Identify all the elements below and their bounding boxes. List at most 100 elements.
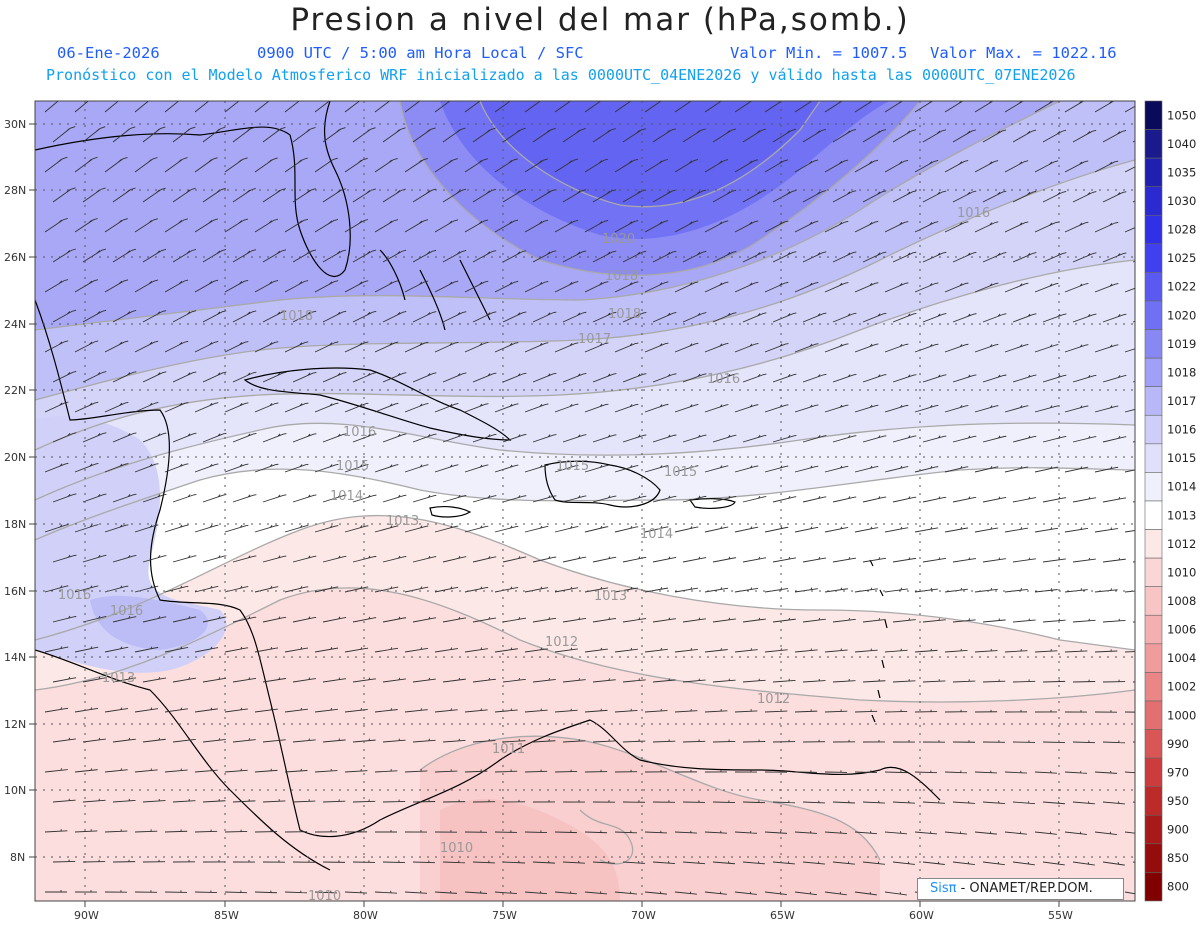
- wind-barb: [202, 310, 227, 323]
- wind-barb: [884, 648, 908, 653]
- wind-barb: [52, 676, 77, 683]
- wind-barb: [1124, 891, 1135, 895]
- wind-barb: [892, 618, 916, 623]
- wind-barb: [674, 342, 699, 353]
- wind-barb: [262, 616, 287, 623]
- wind-barb: [674, 281, 699, 293]
- wind-barb: [254, 463, 279, 473]
- wind-barb: [772, 800, 796, 804]
- wind-barb: [382, 372, 407, 383]
- lon-label: 85W: [214, 909, 239, 922]
- wind-barb: [194, 768, 218, 773]
- wind-barb: [682, 495, 707, 503]
- wind-barb: [494, 708, 518, 713]
- wind-barb: [712, 800, 736, 804]
- wind-barb: [884, 526, 909, 533]
- wind-barb: [532, 799, 556, 803]
- isobar-label: 1010: [440, 841, 473, 856]
- wind-barb: [442, 188, 467, 203]
- wind-barb: [644, 647, 668, 653]
- wind-barb: [892, 374, 917, 383]
- wind-barb: [674, 708, 698, 713]
- wind-barb: [44, 279, 69, 293]
- wind-barb: [44, 524, 69, 533]
- wind-barb: [134, 585, 159, 593]
- wind-barb: [284, 341, 309, 353]
- wind-barb: [284, 101, 300, 113]
- wind-barb: [644, 158, 669, 173]
- wind-barb: [494, 464, 519, 473]
- wind-barb: [344, 586, 369, 593]
- credit-box: Sisπ - ONAMET/REP.DOM.: [917, 878, 1124, 900]
- wind-barb: [742, 312, 767, 323]
- wind-barb: [82, 493, 107, 503]
- forecast-time: 0900 UTC / 5:00 am Hora Local / SFC: [257, 44, 584, 62]
- wind-barb: [824, 831, 847, 835]
- wind-barb: [472, 188, 497, 203]
- wind-barb: [1102, 313, 1127, 323]
- wind-barb: [832, 800, 855, 804]
- wind-barb: [1102, 618, 1126, 623]
- wind-barb: [982, 496, 1007, 503]
- wind-barb: [142, 737, 166, 743]
- wind-barb: [404, 280, 429, 293]
- colorbar-label: 1028: [1167, 223, 1196, 237]
- wind-barb: [74, 340, 99, 353]
- wind-barb: [794, 709, 818, 713]
- wind-barb: [284, 280, 309, 293]
- wind-barb: [172, 126, 196, 143]
- wind-barb: [862, 190, 887, 203]
- wind-barb: [832, 739, 856, 743]
- wind-barb: [224, 279, 249, 293]
- wind-barb: [952, 313, 977, 323]
- wind-barb: [314, 586, 339, 593]
- wind-barb: [682, 189, 707, 203]
- wind-barb: [134, 646, 159, 653]
- wind-barb: [284, 157, 308, 173]
- wind-barb: [52, 615, 77, 623]
- wind-barb: [622, 250, 647, 263]
- wind-barb: [554, 586, 579, 593]
- wind-barb: [82, 554, 107, 563]
- wind-barb: [142, 371, 167, 383]
- wind-barb: [74, 524, 99, 533]
- wind-barb: [944, 465, 969, 473]
- wind-barb: [314, 646, 339, 653]
- wind-barb: [1064, 221, 1089, 233]
- wind-barb: [74, 279, 99, 293]
- wind-barb: [862, 739, 886, 743]
- wind-barb: [704, 648, 728, 653]
- wind-barb: [1072, 861, 1095, 866]
- wind-barb: [892, 435, 917, 443]
- wind-barb: [194, 218, 218, 233]
- wind-barb: [464, 830, 488, 833]
- wind-barb: [734, 587, 759, 593]
- wind-barb: [1072, 191, 1097, 203]
- wind-barb: [172, 187, 196, 203]
- colorbar-label: 1012: [1167, 537, 1196, 551]
- wind-barb: [1102, 130, 1127, 143]
- wind-barb: [1094, 831, 1117, 835]
- wind-barb: [644, 465, 669, 473]
- wind-barb: [104, 890, 128, 893]
- wind-barb: [832, 128, 857, 143]
- wind-barb: [802, 739, 826, 743]
- wind-barb: [172, 616, 197, 623]
- wind-barb: [682, 800, 706, 803]
- wind-barb: [764, 220, 789, 233]
- wind-barb: [442, 860, 466, 864]
- wind-barb: [734, 770, 758, 773]
- wind-barb: [1012, 801, 1035, 805]
- wind-barb: [134, 768, 158, 773]
- wind-barb: [202, 799, 226, 803]
- wind-barb: [464, 101, 481, 113]
- wind-barb: [524, 647, 548, 653]
- wind-barb: [862, 435, 887, 443]
- wind-barb: [172, 859, 196, 863]
- isobar-label: 1020: [602, 232, 635, 247]
- wind-barb: [892, 312, 917, 323]
- wind-barb: [164, 157, 188, 173]
- wind-barb: [1124, 711, 1135, 713]
- wind-barb: [914, 221, 939, 233]
- wind-barb: [614, 830, 638, 834]
